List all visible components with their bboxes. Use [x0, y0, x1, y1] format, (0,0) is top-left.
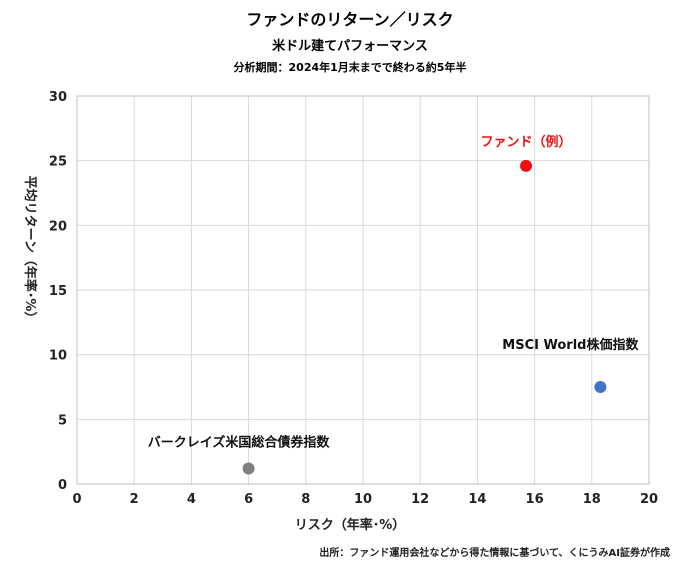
x-tick-label: 2 [130, 492, 139, 507]
y-tick-label: 20 [49, 219, 67, 234]
grid-lines [77, 96, 649, 484]
x-tick-label: 6 [244, 492, 253, 507]
chart-subtitle: 米ドル建てパフォーマンス [272, 38, 428, 54]
source-note: 出所：ファンド運用会社などから得た情報に基づいて、くにうみAI証券が作成 [319, 546, 670, 559]
data-point [594, 381, 607, 393]
axis-ticks: 0 2 4 6 8 10 12 14 16 18 20 0 5 10 15 20 25 30 [49, 90, 658, 507]
x-tick-label: 20 [640, 492, 658, 507]
y-tick-label: 10 [49, 349, 67, 364]
x-tick-label: 18 [583, 492, 601, 507]
chart-title: ファンドのリターン／リスク [246, 10, 453, 29]
x-tick-label: 14 [468, 492, 486, 507]
x-tick-label: 12 [411, 492, 429, 507]
y-tick-label: 0 [58, 478, 67, 493]
x-tick-label: 8 [301, 492, 310, 507]
y-tick-label: 15 [49, 284, 67, 299]
data-point-label: ファンド（例） [481, 134, 572, 150]
plot-area [76, 95, 650, 485]
analysis-period: 分析期間：2024年1月末までで終わる約5年半 [234, 60, 467, 74]
data-point-label: MSCI World株価指数 [502, 337, 639, 353]
data-point [242, 462, 255, 475]
x-tick-label: 16 [526, 492, 544, 507]
y-tick-label: 30 [49, 90, 67, 105]
y-tick-label: 25 [49, 155, 67, 170]
data-point-label: バークレイズ米国総合債券指数 [148, 434, 331, 450]
y-axis-label: 平均リターン（年率･%） [22, 176, 38, 325]
x-tick-label: 10 [354, 492, 372, 507]
x-tick-label: 4 [187, 492, 196, 507]
x-tick-label: 0 [72, 492, 81, 507]
data-point [520, 159, 533, 172]
y-tick-label: 5 [58, 413, 67, 428]
x-axis-label: リスク（年率･%） [295, 517, 406, 533]
